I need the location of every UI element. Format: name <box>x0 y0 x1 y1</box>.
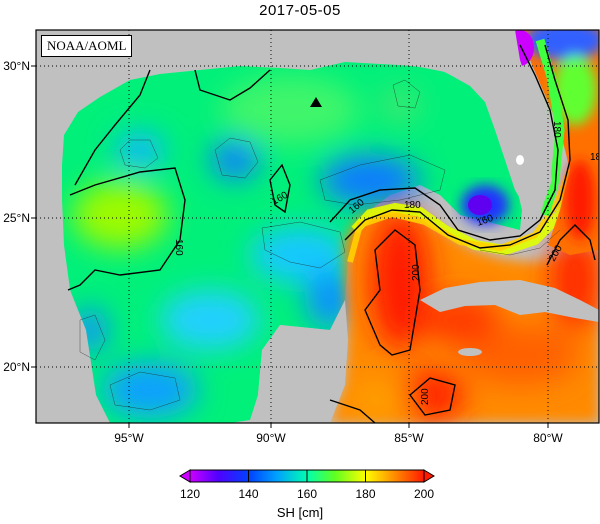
credit-box: NOAA/AOML <box>41 35 133 57</box>
colorbar-tick: 160 <box>297 487 317 501</box>
lat-label: 20°N <box>3 360 30 374</box>
colorbar-tick: 200 <box>414 487 434 501</box>
map-frame <box>35 29 600 424</box>
yucatan-land <box>250 300 348 423</box>
colorbar-tick: 120 <box>180 487 200 501</box>
lat-label: 25°N <box>3 211 30 225</box>
map-title: 2017-05-05 <box>259 2 341 19</box>
colorbar-low-arrow <box>179 469 191 483</box>
sea-height-field: 180 160 160 180 160 160 200 200 200 180 <box>36 30 600 423</box>
lat-label: 30°N <box>3 59 30 73</box>
lon-label: 85°W <box>394 431 424 445</box>
colorbar-high-arrow <box>423 469 435 483</box>
contour-label: 200 <box>420 388 431 405</box>
lon-label: 90°W <box>256 431 286 445</box>
lake-okeechobee <box>516 155 524 165</box>
colorbar: 120 140 160 180 200 <box>179 469 435 501</box>
graticule <box>36 30 599 423</box>
contour-label: 180 <box>590 152 600 163</box>
contour-label: 200 <box>411 264 422 281</box>
cuba-land <box>420 280 599 322</box>
colorbar-tick: 140 <box>238 487 258 501</box>
colorbar-tick: 180 <box>355 487 375 501</box>
station-marker-triangle-icon <box>310 97 322 107</box>
mexico-land <box>36 165 110 423</box>
lon-label: 80°W <box>533 431 563 445</box>
contour-lines <box>67 44 596 423</box>
contour-label: 160 <box>173 239 184 256</box>
lon-label: 95°W <box>114 431 144 445</box>
contour-label: 180 <box>551 121 562 138</box>
colorbar-label: SH [cm] <box>276 505 324 520</box>
contour-label: 180 <box>404 200 421 211</box>
